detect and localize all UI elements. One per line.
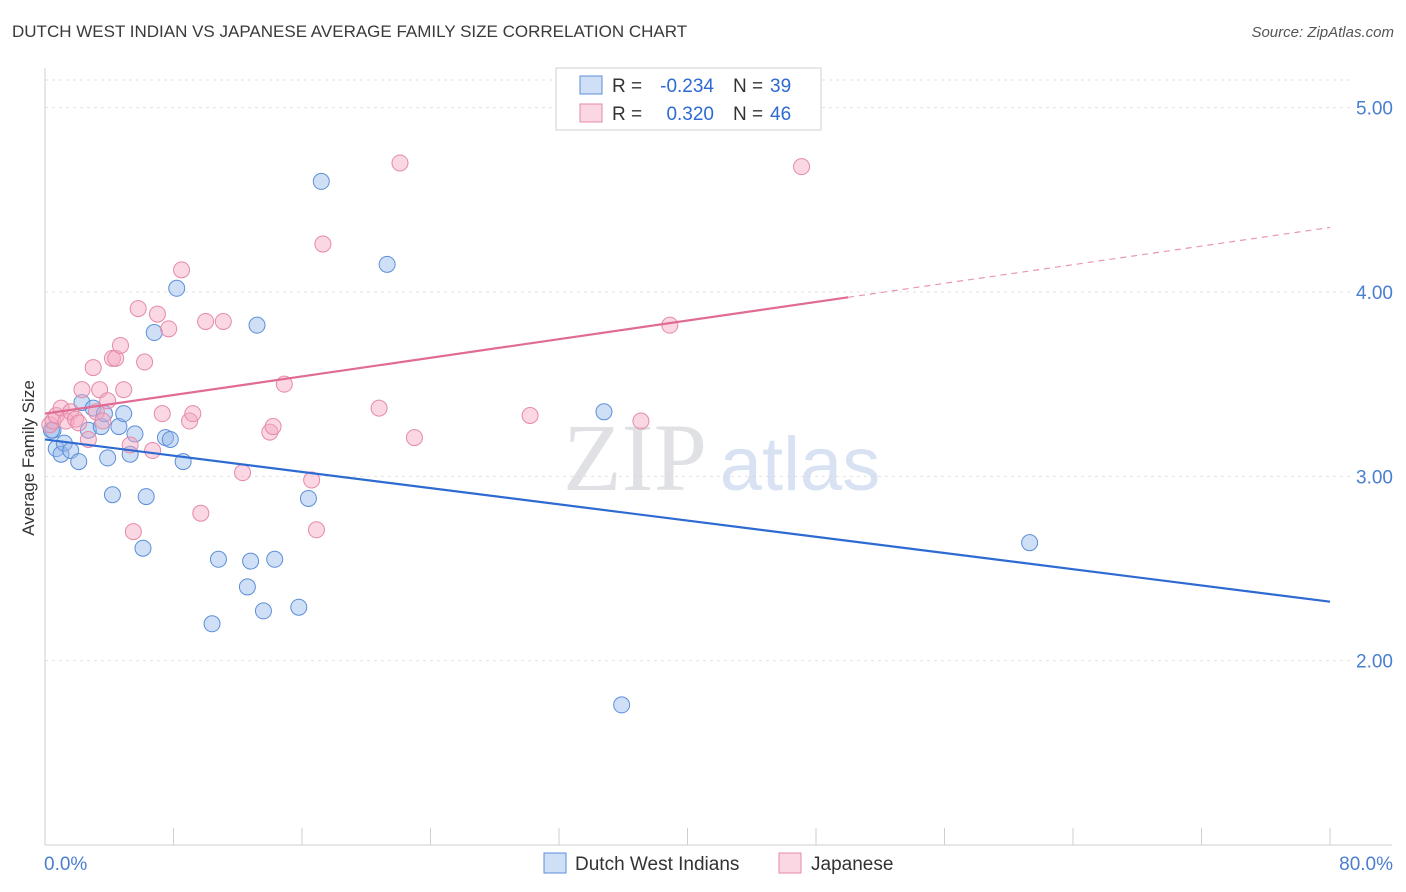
- chart-source: Source: ZipAtlas.com: [1251, 24, 1394, 41]
- japanese-point-33: [234, 464, 252, 482]
- y-tick-label-0: 2.00: [1356, 652, 1393, 673]
- dutch-point-2: [52, 445, 70, 463]
- japanese-trend-line: [44, 296, 849, 415]
- japanese-point-44: [632, 412, 650, 430]
- japanese-point-18: [115, 381, 133, 399]
- dutch-point-32: [299, 489, 317, 507]
- japanese-point-23: [144, 442, 162, 460]
- legend-swatch-pink: [579, 103, 603, 123]
- japanese-point-21: [129, 300, 147, 318]
- bottom-legend: Dutch West Indians Japanese: [543, 852, 893, 875]
- watermark-zip: ZIP: [563, 404, 707, 511]
- japanese-point-39: [314, 235, 332, 253]
- dutch-point-36: [613, 696, 631, 714]
- japanese-trend-extension: [848, 226, 1331, 298]
- legend-n-label-2: N =: [733, 104, 763, 125]
- chart-title: DUTCH WEST INDIAN VS JAPANESE AVERAGE FA…: [12, 22, 688, 41]
- legend-n-value-1: 39: [770, 76, 791, 97]
- japanese-point-13: [94, 412, 112, 430]
- legend-n-label-1: N =: [733, 76, 763, 97]
- dutch-point-25: [209, 550, 227, 568]
- legend-r-value-2: 0.320: [666, 104, 714, 125]
- dutch-point-30: [266, 550, 284, 568]
- y-tick-label-1: 3.00: [1356, 467, 1393, 488]
- dutch-point-34: [378, 255, 396, 273]
- bottom-legend-swatch-blue: [543, 852, 567, 874]
- japanese-point-25: [153, 405, 171, 423]
- dutch-point-35: [595, 403, 613, 421]
- japanese-point-43: [521, 406, 539, 424]
- dutch-point-33: [312, 172, 330, 190]
- y-tick-label-3: 5.00: [1356, 99, 1393, 120]
- bottom-legend-dutch: Dutch West Indians: [575, 854, 739, 875]
- japanese-point-42: [405, 429, 423, 447]
- legend-r-label-2: R =: [612, 104, 642, 125]
- japanese-point-46: [793, 158, 811, 176]
- bottom-legend-swatch-pink: [778, 852, 802, 874]
- japanese-point-31: [197, 312, 215, 330]
- dutch-point-16: [126, 425, 144, 443]
- x-tick-labels: 0.0% 80.0%: [44, 854, 1393, 875]
- japanese-point-24: [148, 305, 166, 323]
- japanese-point-17: [111, 336, 129, 354]
- japanese-point-16: [107, 349, 125, 367]
- dutch-point-11: [99, 449, 117, 467]
- legend-r-label-1: R =: [612, 76, 642, 97]
- legend-swatch-blue: [579, 75, 603, 95]
- y-tick-labels: 2.00 3.00 4.00 5.00: [1356, 99, 1393, 673]
- dutch-point-27: [242, 552, 260, 570]
- japanese-point-10: [84, 359, 102, 377]
- japanese-point-34: [261, 423, 279, 441]
- japanese-point-7: [70, 414, 88, 432]
- japanese-point-35: [264, 418, 282, 436]
- dutch-point-6: [73, 394, 91, 412]
- japanese-point-22: [136, 353, 154, 371]
- dutch-point-19: [145, 324, 163, 342]
- japanese-point-30: [192, 504, 210, 522]
- axes: [44, 68, 1392, 846]
- y-axis-title: Average Family Size: [19, 380, 38, 536]
- dutch-point-22: [168, 279, 186, 297]
- legend-frame: [555, 67, 822, 131]
- grid-lines: [45, 79, 1350, 662]
- dutch-point-17: [134, 539, 152, 557]
- dutch-point-31: [290, 598, 308, 616]
- data-points: [41, 154, 1039, 714]
- dutch-trend-line: [44, 438, 1331, 603]
- dutch-point-21: [161, 430, 179, 448]
- japanese-point-40: [370, 399, 388, 417]
- japanese-point-32: [214, 312, 232, 330]
- watermark: ZIP atlas: [563, 404, 880, 511]
- legend-r-value-1: -0.234: [660, 76, 714, 97]
- dutch-point-12: [103, 486, 121, 504]
- japanese-point-45: [661, 316, 679, 334]
- trend-lines: [44, 226, 1331, 603]
- dutch-point-29: [254, 602, 272, 620]
- dutch-point-5: [70, 453, 88, 471]
- dutch-point-28: [248, 316, 266, 334]
- y-tick-label-2: 4.00: [1356, 283, 1393, 304]
- dutch-point-26: [238, 578, 256, 596]
- japanese-point-38: [307, 521, 325, 539]
- japanese-point-27: [173, 261, 191, 279]
- x-tick-label-1: 80.0%: [1339, 854, 1393, 875]
- dutch-point-37: [1021, 534, 1039, 552]
- japanese-point-29: [184, 405, 202, 423]
- dutch-point-24: [203, 615, 221, 633]
- japanese-point-8: [73, 381, 91, 399]
- japanese-point-41: [391, 154, 409, 172]
- x-tick-label-0: 0.0%: [44, 854, 87, 875]
- japanese-point-26: [160, 320, 178, 338]
- watermark-atlas: atlas: [720, 422, 881, 507]
- bottom-legend-japanese: Japanese: [811, 854, 893, 875]
- dutch-point-13: [110, 418, 128, 436]
- legend-n-value-2: 46: [770, 104, 791, 125]
- japanese-point-20: [124, 523, 142, 541]
- dutch-point-18: [137, 488, 155, 506]
- dutch-point-14: [115, 405, 133, 423]
- legend-box: R = -0.234 N = 39 R = 0.320 N = 46: [555, 67, 822, 131]
